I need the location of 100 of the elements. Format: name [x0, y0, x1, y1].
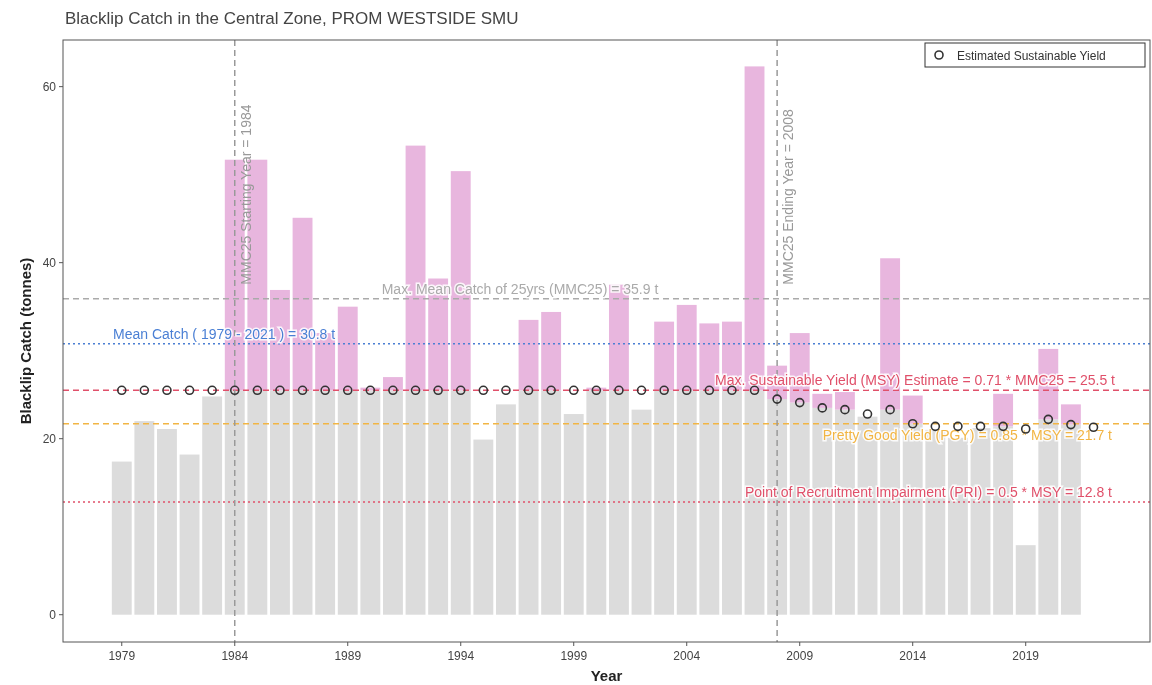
- x-tick-label: 1979: [108, 649, 136, 663]
- point: [885, 404, 895, 415]
- bar: [247, 390, 268, 615]
- point: [704, 385, 715, 396]
- bar: [902, 395, 923, 424]
- bar: [224, 390, 245, 615]
- ref-line-label: Point of Recruitment Impairment (PRI) = 0.5 * MSY = 12.8 t: [744, 484, 1113, 501]
- point: [116, 385, 127, 396]
- x-tick-label: 1984: [221, 649, 249, 663]
- point: [727, 385, 737, 396]
- ref-line-label: MMC25 Starting Year = 1984: [237, 104, 254, 285]
- point: [975, 421, 986, 432]
- bar: [1060, 404, 1081, 425]
- point: [749, 385, 760, 396]
- bar: [631, 409, 652, 615]
- point: [862, 409, 873, 419]
- x-tick-label: 2004: [673, 649, 701, 663]
- point: [433, 385, 443, 396]
- point: [591, 385, 602, 396]
- bar: [405, 390, 426, 615]
- point: [659, 385, 669, 396]
- x-tick-label: 1999: [560, 649, 588, 663]
- x-axis-title: Year: [590, 667, 623, 684]
- point: [817, 403, 828, 413]
- bar: [586, 390, 607, 615]
- x-tick-label: 1989: [334, 649, 362, 663]
- bar: [721, 390, 742, 615]
- point: [478, 385, 489, 396]
- bar: [518, 319, 539, 391]
- x-tick-label: 2009: [786, 649, 814, 663]
- point: [794, 397, 805, 408]
- bar: [179, 454, 200, 615]
- point: [365, 385, 376, 396]
- bar: [383, 377, 403, 391]
- bar: [337, 390, 358, 615]
- bar: [608, 390, 629, 615]
- point: [1043, 414, 1054, 425]
- bar: [812, 393, 833, 408]
- bar: [360, 390, 381, 615]
- bar: [1015, 545, 1036, 615]
- point: [523, 385, 534, 396]
- y-axis-title: Blacklip Catch (tonnes): [17, 257, 34, 425]
- point: [410, 385, 421, 396]
- bar: [495, 404, 516, 615]
- point: [207, 385, 217, 396]
- bar: [473, 439, 494, 615]
- point: [275, 385, 285, 396]
- point: [455, 385, 466, 396]
- bar: [541, 311, 562, 391]
- point: [681, 385, 692, 396]
- bar: [654, 321, 675, 391]
- point: [840, 404, 850, 415]
- point: [297, 385, 308, 396]
- point: [907, 418, 918, 429]
- point: [388, 385, 398, 396]
- point: [546, 385, 556, 396]
- bar: [428, 390, 449, 615]
- bar: [834, 392, 855, 410]
- bar: [111, 461, 132, 615]
- bar: [699, 390, 720, 615]
- point: [1066, 419, 1076, 430]
- x-tick-label: 1994: [447, 649, 475, 663]
- x-tick-label: 2014: [899, 649, 927, 663]
- bar: [157, 429, 177, 615]
- bar: [337, 306, 358, 391]
- bar: [993, 393, 1014, 427]
- point: [184, 385, 195, 396]
- bar: [676, 390, 697, 615]
- y-tick-label: 20: [42, 431, 57, 446]
- y-tick-label: 40: [42, 255, 57, 270]
- point: [139, 385, 150, 396]
- point: [320, 385, 330, 396]
- point: [636, 385, 647, 396]
- x-tick-label: 2019: [1012, 649, 1040, 663]
- ref-line-label: Mean Catch ( 1979 - 2021 ) = 30.8 t: [113, 325, 336, 342]
- point: [162, 385, 172, 396]
- y-tick-label: 60: [42, 79, 57, 94]
- point: [568, 385, 579, 396]
- ref-line-label: MMC25 Ending Year = 2008: [780, 108, 797, 285]
- bar: [134, 421, 155, 615]
- point: [252, 385, 263, 396]
- point: [342, 385, 353, 396]
- bar: [676, 304, 697, 391]
- bar: [654, 390, 675, 615]
- y-tick-label: 0: [49, 607, 57, 622]
- bar: [315, 390, 336, 615]
- bar: [563, 414, 584, 615]
- bar: [292, 390, 313, 615]
- bar: [518, 390, 539, 615]
- point: [501, 385, 511, 396]
- point: [772, 394, 782, 404]
- bar: [270, 390, 290, 615]
- point: [229, 385, 240, 396]
- bar: [541, 390, 562, 615]
- legend-label: Estimated Sustainable Yield: [957, 49, 1106, 63]
- bar: [202, 396, 223, 615]
- point: [614, 385, 624, 396]
- chart-title: Blacklip Catch in the Central Zone, PROM WESTSIDE SMU: [65, 9, 519, 28]
- bar: [450, 390, 471, 615]
- bar: [383, 390, 403, 615]
